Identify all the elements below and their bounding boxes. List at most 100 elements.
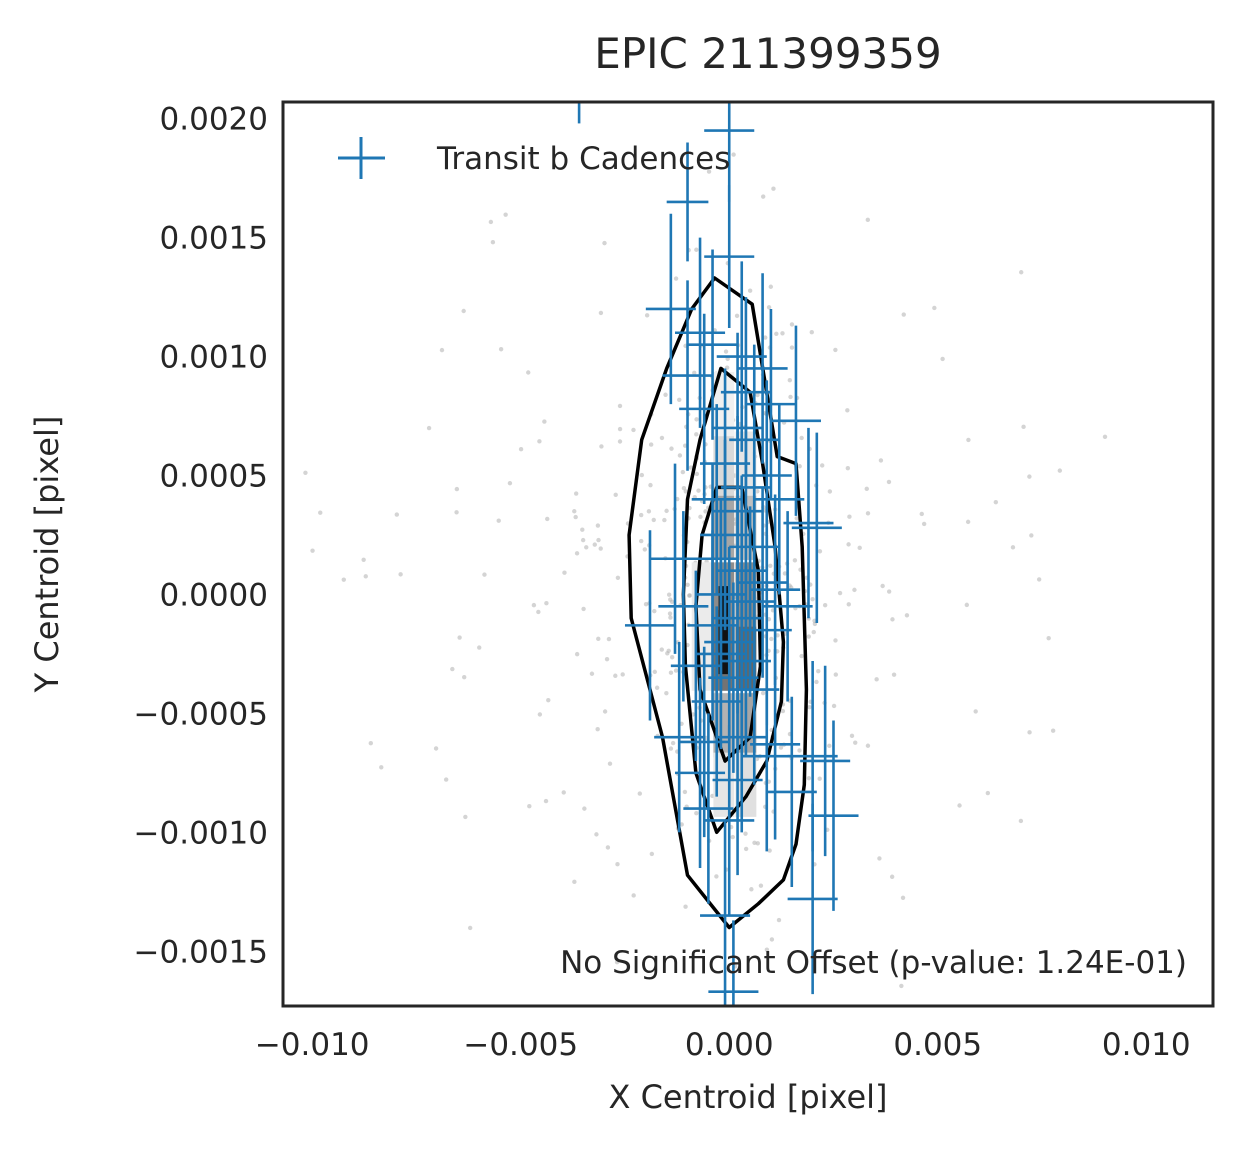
background-point: [964, 602, 970, 608]
background-point: [877, 856, 882, 861]
background-point: [799, 653, 804, 659]
background-point: [880, 583, 885, 589]
background-point: [673, 276, 679, 281]
transit-point: [762, 511, 813, 702]
background-point: [669, 446, 674, 451]
y-tick-label: 0.0015: [160, 221, 268, 257]
y-tick-label: −0.0005: [134, 696, 268, 732]
plot-frame: [281, 100, 1215, 1008]
x-tick-label: 0.005: [893, 1027, 982, 1063]
background-point: [653, 1028, 657, 1032]
background-point: [572, 879, 577, 885]
background-point: [1036, 577, 1042, 582]
transit-point: [808, 720, 859, 911]
transit-point: [577, 102, 581, 124]
background-point: [467, 925, 473, 931]
background-point: [543, 798, 549, 804]
background-point: [594, 832, 599, 837]
background-point: [822, 602, 828, 608]
background-point: [694, 432, 699, 437]
background-point: [1102, 434, 1108, 440]
background-point: [595, 727, 600, 732]
background-point: [1046, 635, 1051, 641]
background-point: [799, 435, 804, 441]
background-point: [827, 489, 833, 494]
background-point: [692, 370, 697, 376]
background-point: [545, 516, 550, 522]
background-point: [864, 486, 869, 492]
background-point: [462, 674, 467, 680]
x-tick-label: 0.010: [1102, 1027, 1191, 1063]
background-point: [940, 356, 945, 362]
background-point: [668, 615, 673, 620]
background-point: [648, 442, 654, 447]
background-point: [714, 874, 719, 879]
background-point: [649, 851, 655, 857]
background-point: [874, 677, 879, 682]
background-point: [694, 247, 699, 252]
background-point: [681, 485, 687, 491]
background-point: [837, 590, 843, 596]
background-point: [677, 397, 682, 402]
background-point: [589, 671, 595, 676]
background-point: [768, 284, 774, 289]
background-point: [1021, 424, 1026, 430]
transit-point: [787, 803, 838, 995]
background-point: [662, 517, 667, 523]
y-tick-label: 0.0020: [160, 102, 268, 138]
background-point: [668, 746, 674, 751]
background-point: [537, 712, 543, 717]
transit-point: [679, 646, 730, 838]
background-point: [598, 310, 604, 316]
background-point: [1027, 474, 1032, 479]
background-point: [488, 219, 494, 225]
background-point: [831, 703, 837, 709]
background-point: [816, 668, 821, 674]
background-point: [1019, 270, 1024, 275]
background-point: [890, 617, 895, 622]
background-point: [833, 638, 838, 643]
background-point: [607, 761, 613, 766]
transit-point: [691, 404, 742, 595]
background-point: [620, 672, 625, 677]
background-point: [646, 509, 652, 514]
background-point: [573, 491, 579, 496]
background-point: [776, 917, 782, 923]
background-point: [599, 444, 604, 449]
background-point: [573, 514, 578, 520]
background-point: [643, 601, 649, 607]
background-point: [562, 570, 567, 575]
background-point: [639, 538, 644, 544]
background-point: [666, 592, 672, 597]
background-point: [680, 469, 686, 475]
background-point: [788, 394, 793, 400]
background-point: [341, 577, 346, 582]
background-point: [687, 593, 692, 598]
background-point: [490, 239, 496, 245]
background-point: [602, 709, 608, 714]
background-point: [845, 408, 850, 413]
background-point: [849, 733, 855, 739]
background-point: [361, 557, 366, 563]
background-point: [865, 217, 871, 223]
background-point: [758, 883, 764, 888]
transit-point: [716, 642, 767, 833]
background-point: [755, 841, 760, 846]
background-point: [648, 482, 653, 488]
background-point: [617, 439, 623, 444]
background-point: [613, 673, 618, 678]
y-tick-label: 0.0010: [160, 340, 268, 376]
background-point: [755, 392, 760, 398]
background-point: [496, 518, 501, 523]
background-point: [659, 647, 664, 652]
y-tick-label: −0.0010: [134, 815, 268, 851]
background-point: [1010, 545, 1016, 550]
background-point: [919, 511, 924, 517]
background-point: [820, 463, 825, 468]
background-point: [596, 537, 601, 543]
background-point: [694, 810, 699, 816]
background-point: [806, 775, 812, 781]
background-point: [439, 347, 445, 353]
background-point: [810, 596, 815, 602]
